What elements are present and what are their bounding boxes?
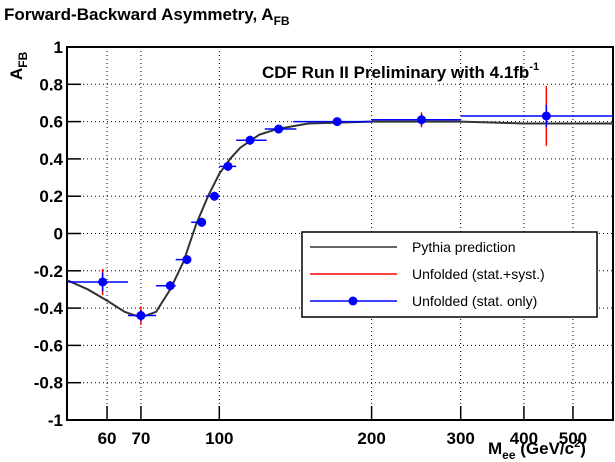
x-tick-label: 200 [357, 429, 385, 448]
data-point [136, 311, 146, 321]
y-tick-label: 0.8 [39, 75, 63, 94]
y-label-sub: FB [16, 51, 30, 67]
x-tick-label: 400 [510, 429, 538, 448]
x-tick-label: 300 [447, 429, 475, 448]
title-sub: FB [274, 14, 290, 28]
x-tick-label: 100 [205, 429, 233, 448]
y-tick-label: 0.4 [39, 150, 63, 169]
y-tick-label: -1 [48, 411, 63, 430]
data-point [274, 124, 284, 134]
data-point [223, 161, 233, 171]
y-tick-label: 1 [54, 38, 63, 57]
data-point [182, 255, 192, 265]
data-point [417, 115, 427, 125]
plot-area [67, 86, 613, 325]
plot-frame [66, 46, 614, 421]
x-axis-label: Mee (GeV/c2) [488, 438, 586, 462]
legend-marker [348, 296, 358, 306]
legend-label: Unfolded (stat. only) [412, 293, 537, 309]
data-point [332, 117, 342, 127]
x-tick-label: 500 [559, 429, 587, 448]
legend-label: Unfolded (stat.+syst.) [412, 266, 545, 282]
x-label-main: M [488, 439, 502, 458]
y-tick-label: -0.8 [34, 374, 63, 393]
x-label-sup: 2 [574, 438, 580, 450]
x-label-sub: ee [502, 448, 516, 462]
y-tick-label: 0 [54, 225, 63, 244]
y-tick-label: -0.2 [34, 262, 63, 281]
data-point [165, 281, 175, 291]
annotation-sup: -1 [529, 61, 539, 73]
title-main: Forward-Backward Asymmetry, A [4, 5, 274, 24]
chart-title: Forward-Backward Asymmetry, AFB [4, 5, 290, 28]
y-tick-label: -0.6 [34, 336, 63, 355]
annotation: CDF Run II Preliminary with 4.1fb-1 [262, 61, 539, 82]
data-point [541, 111, 551, 121]
x-tick-label: 70 [131, 429, 150, 448]
annotation-main: CDF Run II Preliminary with 4.1fb [262, 63, 529, 82]
y-tick-label: 0.6 [39, 113, 63, 132]
y-tick-label: -0.4 [34, 299, 64, 318]
x-label-unit: (GeV/c [516, 439, 575, 458]
data-point [245, 135, 255, 145]
data-point [197, 217, 207, 227]
y-axis-label: AFB [7, 51, 30, 80]
legend-label: Pythia prediction [412, 239, 516, 255]
data-point [98, 277, 108, 287]
y-label-main: A [7, 68, 26, 80]
x-tick-label: 60 [98, 429, 117, 448]
data-point [209, 191, 219, 201]
y-tick-label: 0.2 [39, 187, 63, 206]
x-label-end: ) [580, 439, 586, 458]
